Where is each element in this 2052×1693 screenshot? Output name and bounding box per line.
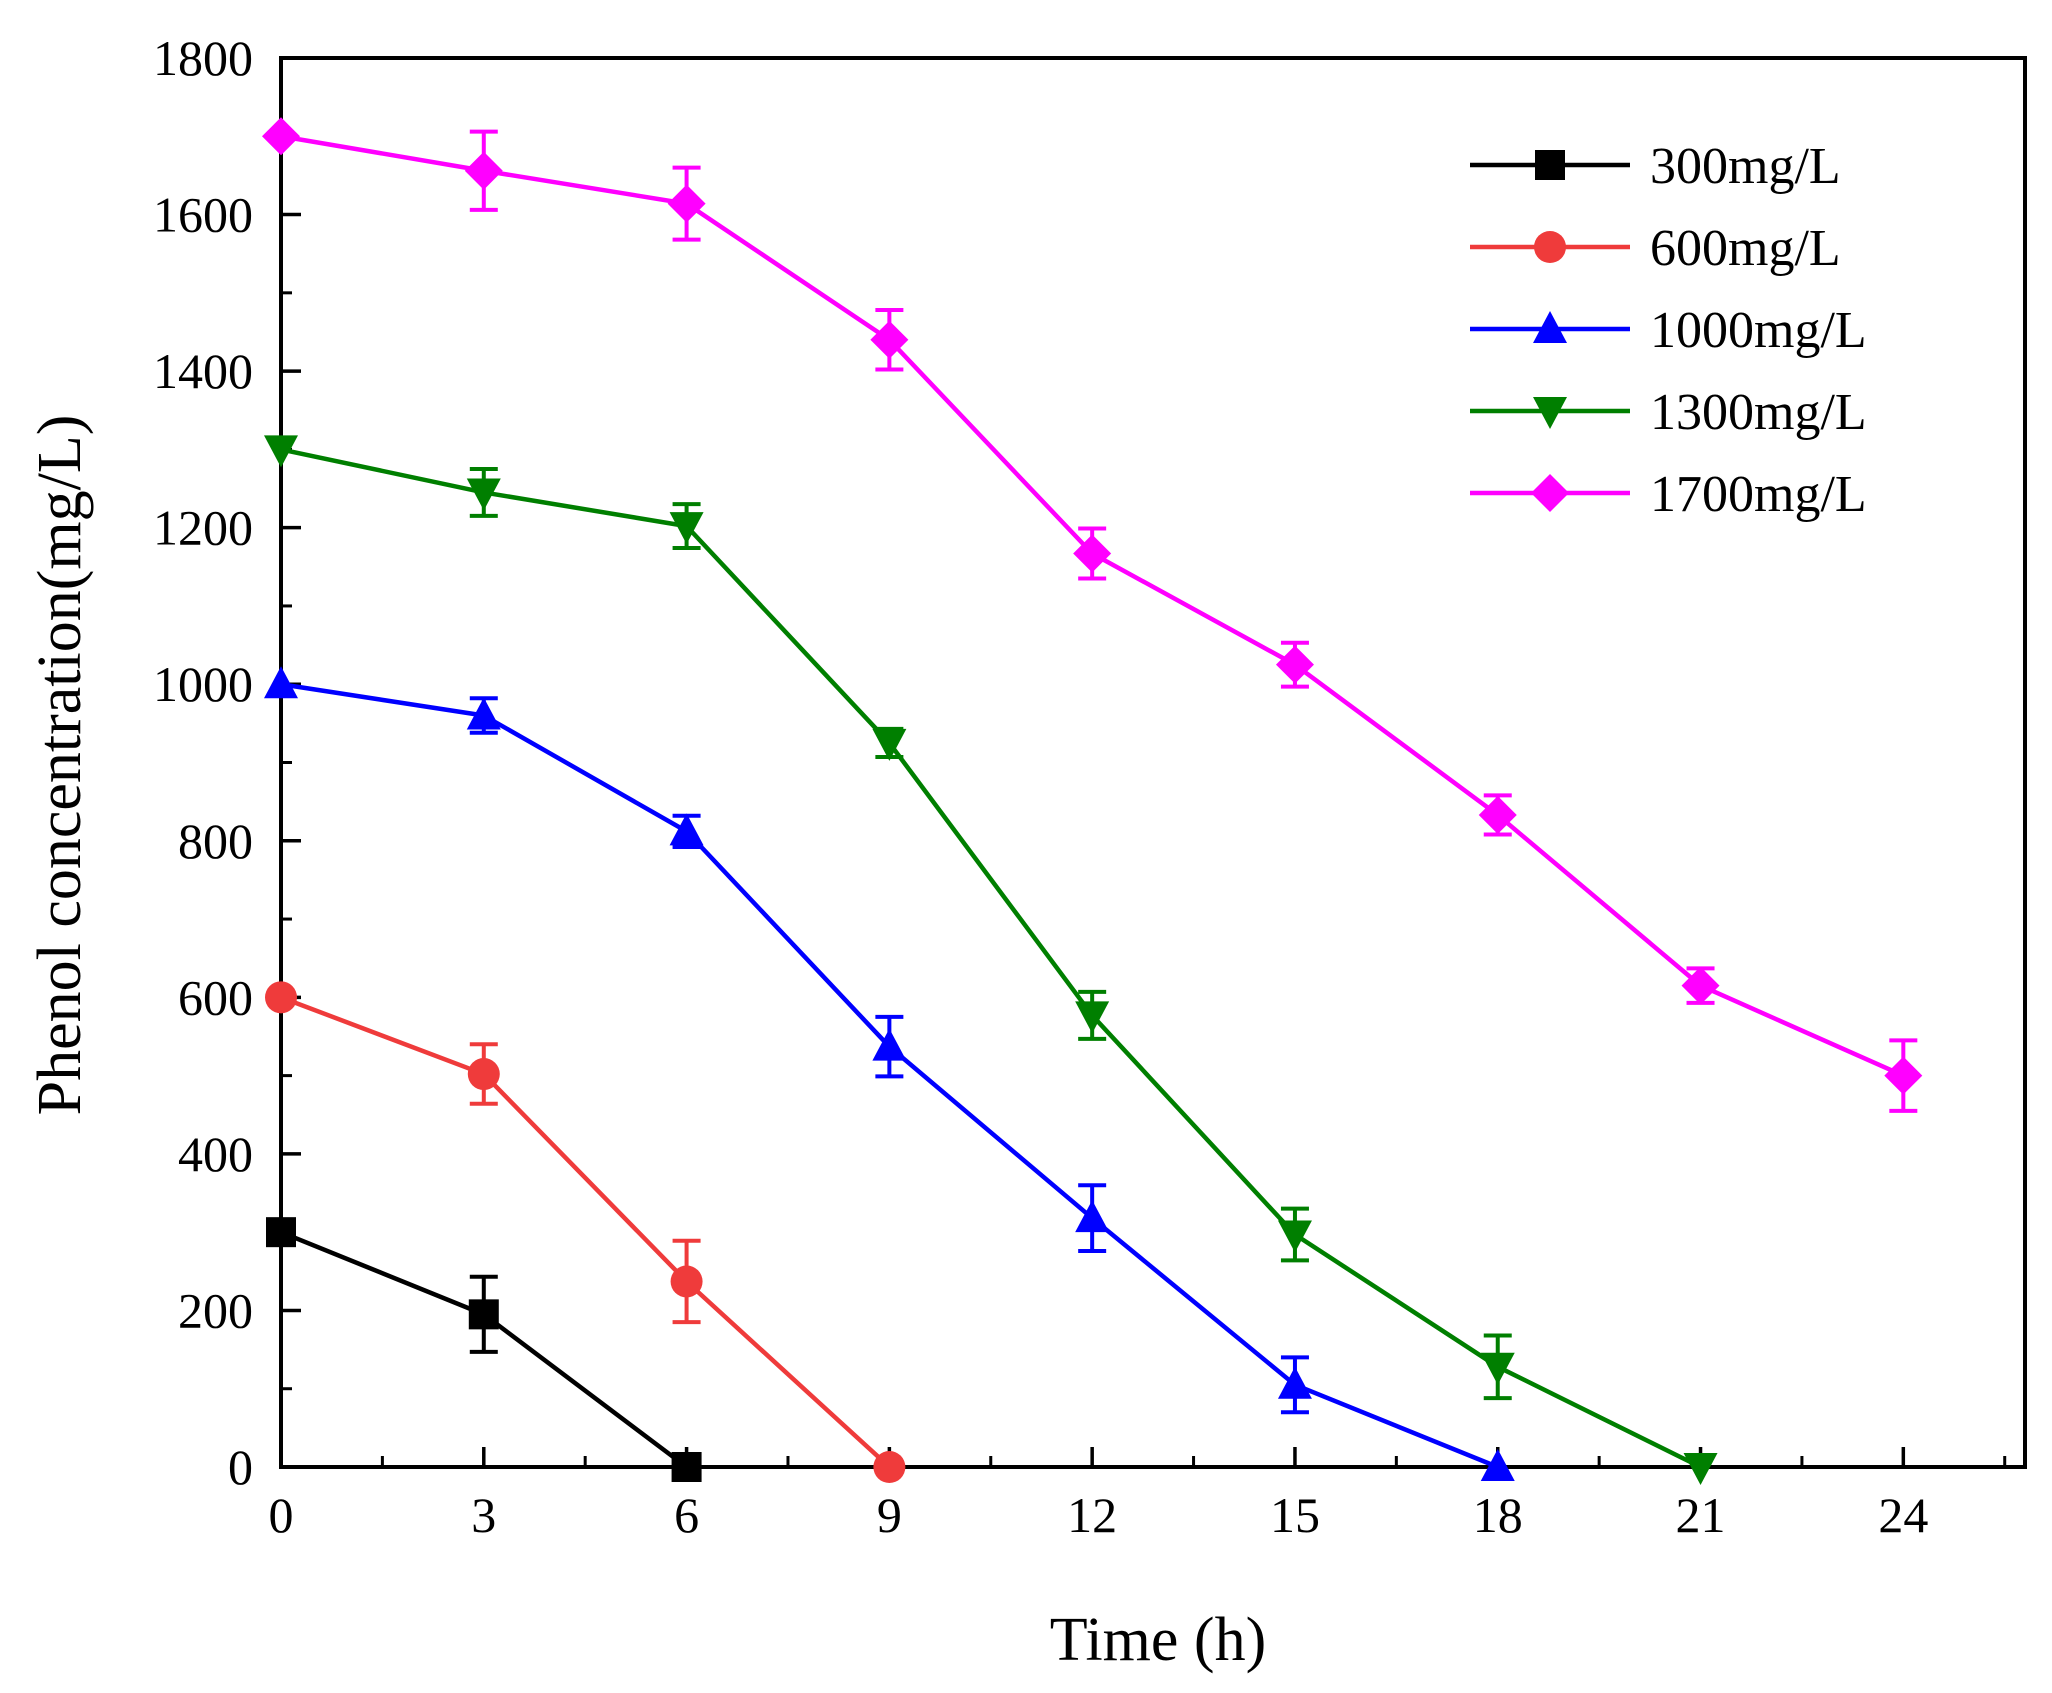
x-tick-label: 9 — [877, 1487, 902, 1543]
series-group — [262, 117, 1923, 1485]
data-point — [1681, 966, 1720, 1005]
series-1700mg/L — [262, 117, 1923, 1113]
legend-entry: 300mg/L — [1470, 138, 1841, 195]
series-line — [280, 134, 1905, 1078]
data-point — [1075, 1200, 1110, 1233]
y-tick-label: 1400 — [153, 343, 253, 399]
x-tick-label: 0 — [269, 1487, 294, 1543]
x-tick-label: 6 — [674, 1487, 699, 1543]
y-tick-label: 1800 — [153, 30, 253, 86]
axis-ticks-group: 0 3 6 9 12 15 18 21 24 0 200 400 600 800 1000 1200 1400 1… — [153, 30, 2007, 1543]
series-600mg/L — [265, 981, 906, 1483]
y-tick-label: 1000 — [153, 656, 253, 712]
x-tick-label: 24 — [1878, 1487, 1928, 1543]
y-axis-title: Phenol concentration(mg/L) — [26, 415, 94, 1116]
x-tick-label: 21 — [1676, 1487, 1726, 1543]
x-tick-label: 15 — [1270, 1487, 1320, 1543]
legend-entry: 1000mg/L — [1470, 302, 1867, 359]
data-point — [466, 478, 501, 511]
y-tick-label: 800 — [178, 813, 253, 869]
data-point — [264, 435, 298, 468]
legend-marker — [1533, 397, 1567, 429]
data-point — [1480, 1449, 1515, 1481]
y-tick-label: 200 — [178, 1282, 253, 1338]
data-point — [667, 184, 706, 223]
data-point — [872, 728, 907, 761]
legend-label: 1300mg/L — [1650, 384, 1867, 441]
legend-entry: 1300mg/L — [1470, 384, 1867, 441]
legend-label: 1700mg/L — [1650, 466, 1867, 523]
data-point — [670, 1265, 703, 1298]
series-1300mg/L — [264, 435, 1718, 1485]
y-tick-label: 400 — [178, 1126, 253, 1182]
data-point — [873, 1451, 906, 1483]
legend-entry: 1700mg/L — [1470, 466, 1867, 523]
legend: 300mg/L 600mg/L 1000mg/L 1300mg/L 1700mg/L — [1470, 138, 1867, 523]
data-point — [1478, 795, 1517, 834]
series-line — [280, 995, 891, 1469]
y-tick-label: 1200 — [153, 500, 253, 556]
data-point — [264, 666, 298, 699]
legend-label: 1000mg/L — [1650, 302, 1867, 359]
data-point — [265, 981, 297, 1014]
legend-marker — [1533, 311, 1567, 343]
data-point — [467, 1058, 500, 1091]
legend-marker — [1531, 474, 1569, 512]
data-point — [1073, 534, 1112, 573]
data-point — [671, 1452, 702, 1482]
data-point — [466, 697, 501, 730]
data-point — [468, 1299, 499, 1330]
legend-entry: 600mg/L — [1470, 220, 1841, 277]
legend-marker — [1534, 231, 1566, 263]
legend-label: 600mg/L — [1650, 220, 1841, 277]
x-axis-title: Time (h) — [1050, 1606, 1266, 1674]
data-point — [266, 1217, 296, 1248]
data-point — [1075, 1001, 1110, 1034]
x-tick-label: 3 — [471, 1487, 496, 1543]
data-point — [1683, 1453, 1718, 1485]
y-tick-label: 1600 — [153, 187, 253, 243]
y-tick-label: 0 — [228, 1439, 253, 1495]
series-300mg/L — [266, 1217, 702, 1482]
data-point — [870, 320, 909, 359]
data-point — [669, 813, 704, 846]
x-tick-label: 18 — [1473, 1487, 1523, 1543]
data-point — [1884, 1056, 1923, 1095]
legend-marker — [1535, 150, 1565, 180]
series-1000mg/L — [264, 666, 1515, 1481]
data-point — [872, 1028, 907, 1061]
data-point — [669, 512, 704, 545]
series-line — [280, 447, 1702, 1470]
data-point — [464, 151, 503, 190]
data-point — [1277, 1366, 1312, 1399]
x-tick-label: 12 — [1067, 1487, 1117, 1543]
legend-label: 300mg/L — [1650, 138, 1841, 195]
data-point — [1277, 1220, 1312, 1253]
y-tick-label: 600 — [178, 969, 253, 1025]
data-point — [1480, 1352, 1515, 1385]
data-point — [1275, 645, 1314, 684]
data-point — [262, 117, 300, 156]
